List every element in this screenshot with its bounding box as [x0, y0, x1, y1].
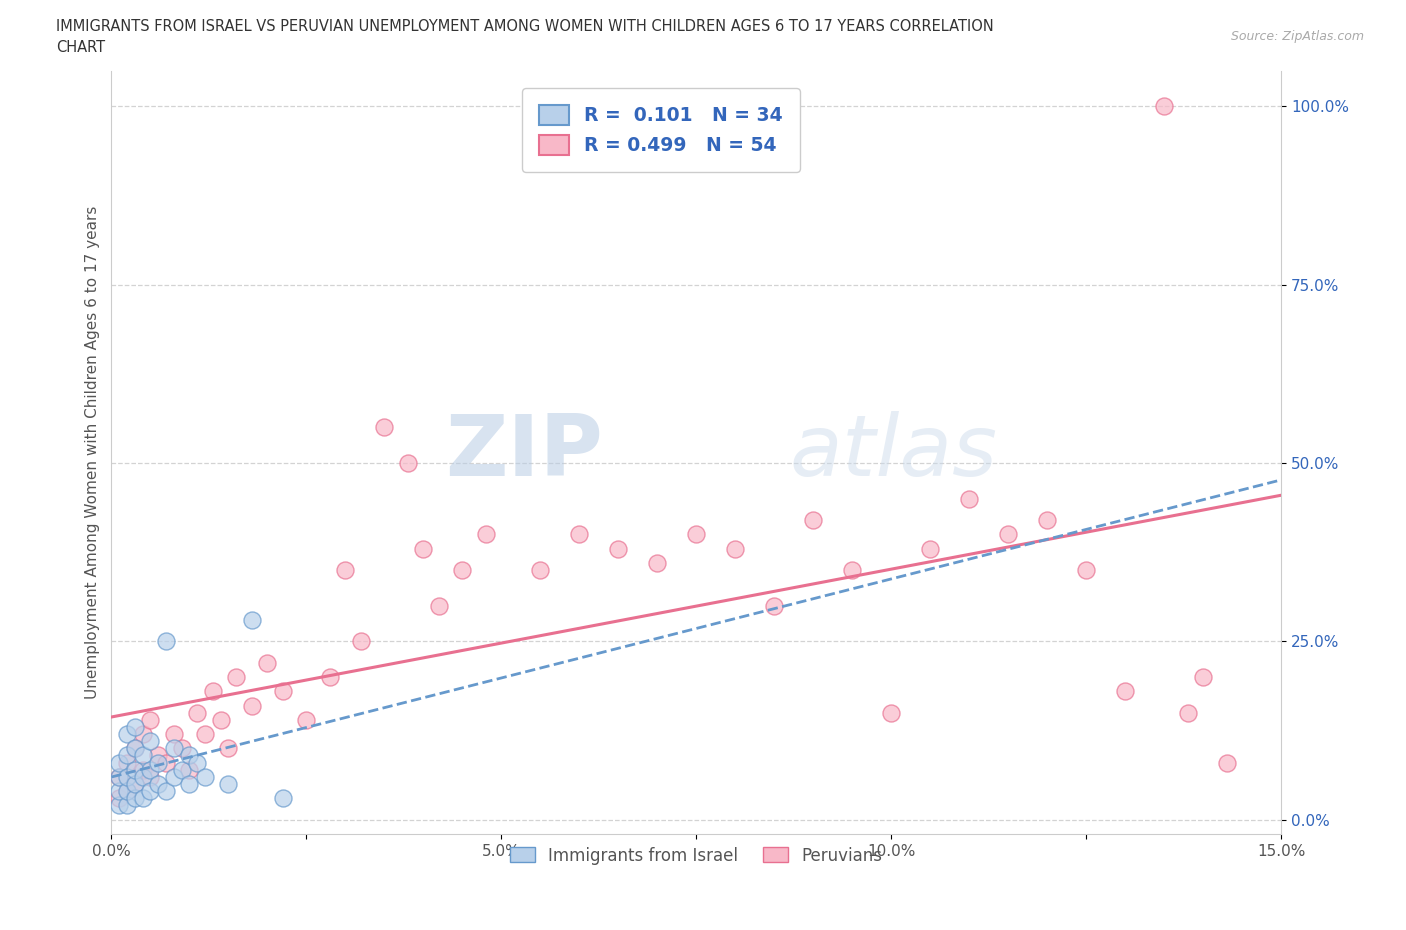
Point — [373, 420, 395, 435]
Text: Source: ZipAtlas.com: Source: ZipAtlas.com — [1230, 30, 1364, 43]
Point — [1215, 755, 1237, 770]
Point — [350, 634, 373, 649]
Point — [763, 598, 786, 613]
Point — [427, 598, 450, 613]
Point — [131, 763, 153, 777]
Point — [1177, 705, 1199, 720]
Point — [201, 684, 224, 698]
Point — [124, 790, 146, 805]
Point — [256, 656, 278, 671]
Point — [131, 726, 153, 741]
Text: IMMIGRANTS FROM ISRAEL VS PERUVIAN UNEMPLOYMENT AMONG WOMEN WITH CHILDREN AGES 6: IMMIGRANTS FROM ISRAEL VS PERUVIAN UNEMP… — [56, 19, 994, 33]
Point — [148, 777, 170, 791]
Point — [139, 712, 162, 727]
Point — [1153, 99, 1175, 113]
Point — [139, 763, 162, 777]
Point — [170, 741, 193, 756]
Point — [217, 741, 239, 756]
Point — [1114, 684, 1136, 698]
Point — [607, 541, 630, 556]
Point — [124, 741, 146, 756]
Point — [163, 769, 186, 784]
Point — [396, 456, 419, 471]
Point — [155, 634, 177, 649]
Point — [115, 755, 138, 770]
Point — [163, 741, 186, 756]
Point — [179, 748, 201, 763]
Point — [124, 741, 146, 756]
Point — [724, 541, 747, 556]
Point — [179, 763, 201, 777]
Point — [240, 613, 263, 628]
Point — [179, 777, 201, 791]
Point — [412, 541, 434, 556]
Point — [529, 563, 551, 578]
Point — [451, 563, 474, 578]
Point — [115, 748, 138, 763]
Point — [801, 512, 824, 527]
Point — [186, 755, 208, 770]
Point — [139, 784, 162, 799]
Point — [139, 769, 162, 784]
Point — [319, 670, 342, 684]
Point — [335, 563, 357, 578]
Point — [131, 790, 153, 805]
Point — [217, 777, 239, 791]
Point — [124, 777, 146, 791]
Point — [295, 712, 318, 727]
Point — [148, 755, 170, 770]
Point — [139, 734, 162, 749]
Point — [155, 784, 177, 799]
Point — [108, 784, 131, 799]
Point — [108, 769, 131, 784]
Point — [186, 705, 208, 720]
Point — [115, 784, 138, 799]
Point — [271, 790, 294, 805]
Point — [568, 527, 591, 542]
Point — [880, 705, 903, 720]
Text: CHART: CHART — [56, 40, 105, 55]
Point — [115, 726, 138, 741]
Point — [194, 726, 217, 741]
Point — [163, 726, 186, 741]
Point — [108, 755, 131, 770]
Point — [271, 684, 294, 698]
Point — [685, 527, 707, 542]
Text: ZIP: ZIP — [444, 411, 603, 494]
Point — [124, 777, 146, 791]
Point — [108, 798, 131, 813]
Point — [155, 755, 177, 770]
Point — [131, 769, 153, 784]
Legend: Immigrants from Israel, Peruvians: Immigrants from Israel, Peruvians — [503, 840, 889, 871]
Point — [841, 563, 863, 578]
Y-axis label: Unemployment Among Women with Children Ages 6 to 17 years: Unemployment Among Women with Children A… — [86, 206, 100, 699]
Text: atlas: atlas — [790, 411, 998, 494]
Point — [108, 790, 131, 805]
Point — [920, 541, 942, 556]
Point — [957, 491, 980, 506]
Point — [124, 720, 146, 735]
Point — [1192, 670, 1215, 684]
Point — [131, 748, 153, 763]
Point — [240, 698, 263, 713]
Point — [194, 769, 217, 784]
Point — [124, 763, 146, 777]
Point — [209, 712, 232, 727]
Point — [170, 763, 193, 777]
Point — [148, 748, 170, 763]
Point — [108, 769, 131, 784]
Point — [645, 555, 668, 570]
Point — [1076, 563, 1098, 578]
Point — [115, 798, 138, 813]
Point — [115, 784, 138, 799]
Point — [1036, 512, 1059, 527]
Point — [225, 670, 247, 684]
Point — [997, 527, 1019, 542]
Point — [115, 769, 138, 784]
Point — [474, 527, 496, 542]
